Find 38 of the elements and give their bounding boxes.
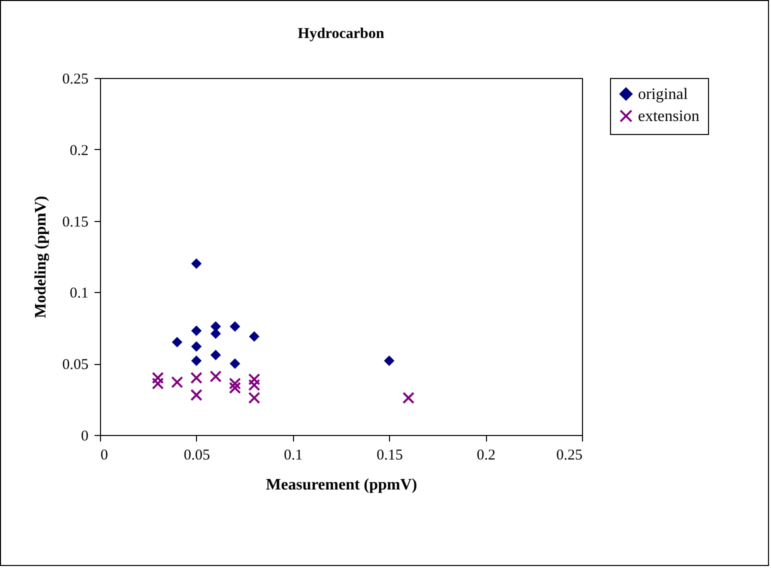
point — [210, 321, 221, 332]
point — [191, 326, 202, 336]
x-tick-label: 0.05 — [184, 448, 210, 464]
point — [191, 356, 202, 366]
legend-label: original — [638, 86, 688, 103]
point — [402, 392, 414, 404]
x-tick-label: 0.15 — [376, 448, 403, 464]
y-tick-label: 0 — [81, 428, 88, 444]
point — [191, 258, 202, 269]
point — [248, 331, 260, 342]
y-tick-label: 0.1 — [70, 286, 88, 302]
point — [228, 382, 241, 394]
point — [384, 356, 394, 366]
point — [190, 389, 202, 402]
point — [248, 373, 260, 386]
y-axis-title: Modeling (ppmV) — [32, 196, 50, 318]
y-tick-label: 0.2 — [70, 142, 88, 159]
x-tick-label: 0.25 — [556, 448, 582, 464]
point — [152, 372, 164, 384]
point — [190, 372, 202, 384]
legend-label: extension — [638, 108, 700, 125]
x-tick-label: 0.1 — [284, 448, 303, 464]
point — [230, 358, 240, 369]
point — [191, 341, 202, 352]
y-tick-label: 0.15 — [62, 214, 88, 230]
x-axis-title: Measurement (ppmV) — [266, 476, 418, 494]
point — [171, 376, 184, 388]
x-tick-label: 0.2 — [476, 448, 496, 464]
x-tick-label: 0 — [100, 448, 108, 464]
point — [210, 370, 222, 382]
y-tick-label: 0.05 — [62, 357, 88, 374]
point — [230, 321, 240, 332]
point — [152, 378, 164, 390]
y-tick-label: 0.25 — [62, 72, 88, 88]
point — [172, 336, 182, 348]
chart-title: Hydrocarbon — [298, 26, 385, 42]
point — [228, 378, 241, 390]
point — [210, 350, 221, 360]
